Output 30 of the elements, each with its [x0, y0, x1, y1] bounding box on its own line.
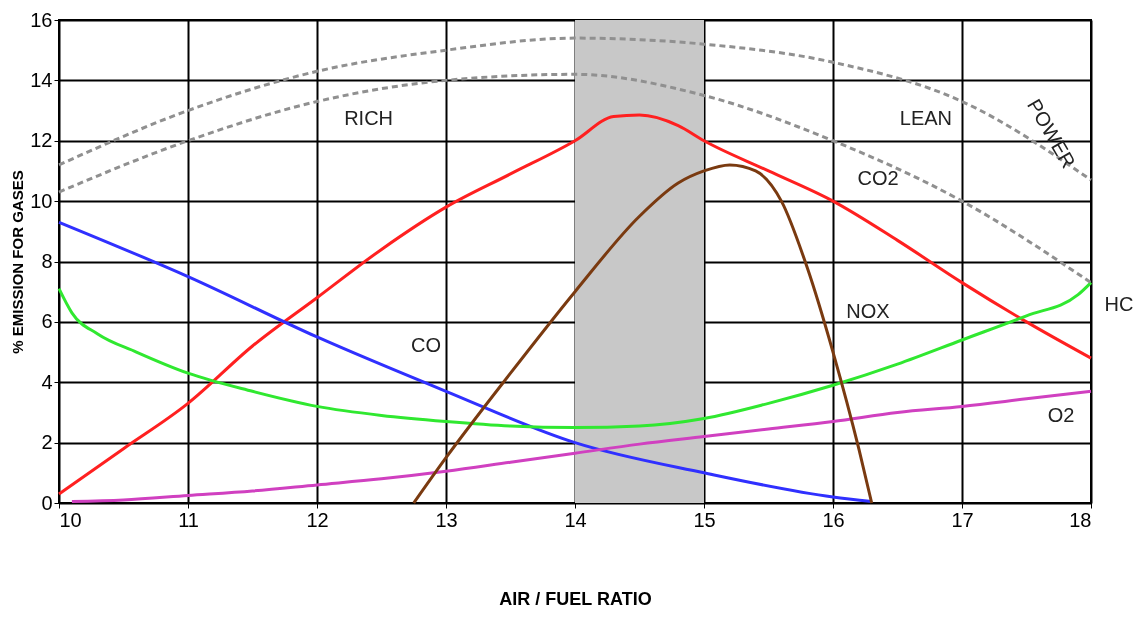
y-tick-label: 12 — [30, 129, 53, 152]
y-tick-label: 4 — [41, 370, 53, 393]
x-tick-label: 10 — [59, 508, 82, 531]
annotation: LEAN — [899, 107, 953, 130]
line-series — [57, 281, 1093, 430]
x-tick-label: 15 — [693, 508, 716, 531]
line-series — [70, 389, 1093, 503]
x-axis-title: AIR / FUEL RATIO — [499, 588, 652, 609]
series-label: HC — [1104, 292, 1134, 315]
series-label: CO2 — [857, 167, 899, 190]
y-tick-label: 16 — [30, 8, 53, 31]
y-tick-label: 10 — [30, 189, 53, 212]
x-tick-label: 18 — [1069, 508, 1092, 531]
line-series — [57, 72, 1093, 285]
x-tick-label: 17 — [951, 508, 974, 531]
y-axis-title: % EMISSION FOR GASES — [9, 170, 27, 354]
series-label: O2 — [1047, 404, 1075, 427]
x-tick-label: 16 — [822, 508, 845, 531]
x-tick-label: 11 — [178, 508, 199, 531]
x-tick-label: 13 — [435, 508, 458, 531]
y-tick-label: 6 — [41, 310, 53, 333]
annotation: RICH — [344, 107, 394, 130]
series-label: CO — [411, 334, 441, 357]
x-tick-label: 14 — [564, 508, 587, 531]
y-tick-label: 0 — [41, 491, 53, 514]
x-tick-label: 12 — [306, 508, 329, 531]
series-label: NOX — [846, 300, 890, 323]
y-tick-label: 14 — [30, 68, 53, 91]
y-tick-label: 8 — [41, 250, 53, 272]
y-tick-label: 2 — [41, 431, 53, 454]
